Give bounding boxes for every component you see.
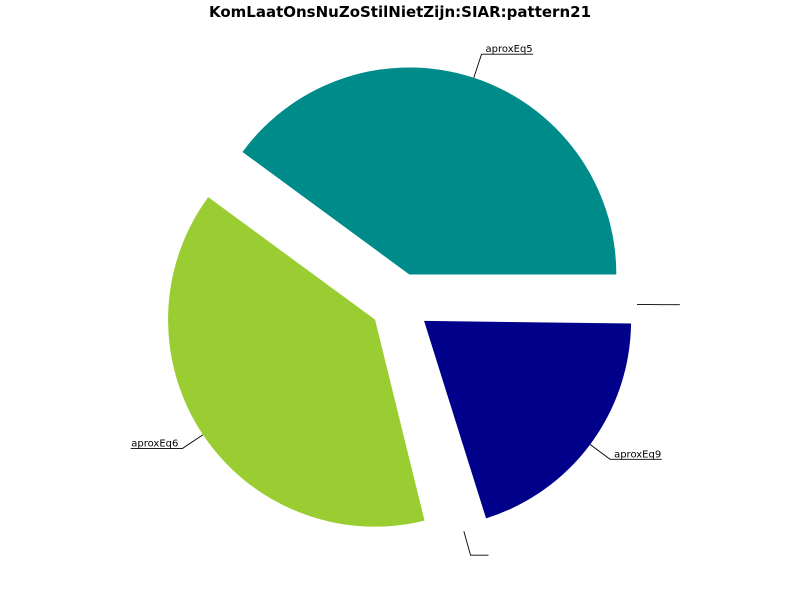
labels-layer: aproxEq5 aproxEq6 aproxEq9: [130, 44, 680, 556]
pie-slice-aproxEq6: [168, 197, 425, 527]
pie-slice-unlabeled-2: [408, 331, 471, 533]
leader-line-aproxEq6: [130, 434, 204, 450]
pie-slice-unlabeled-4: [429, 303, 637, 306]
chart-title: KomLaatOnsNuZoStilNietZijn:SIAR:pattern2…: [208, 3, 592, 21]
leader-line-aproxEq5: [473, 53, 534, 78]
slice-label-aproxEq6: aproxEq6: [131, 439, 178, 450]
slices-layer: [168, 67, 637, 533]
pie-slice-aproxEq9: [424, 320, 632, 519]
slice-label-aproxEq9: aproxEq9: [614, 449, 661, 460]
leader-line-unlabeled-2: [463, 531, 489, 556]
leader-line-aproxEq9: [589, 444, 662, 460]
pie-slice-aproxEq5: [242, 67, 617, 275]
slice-label-aproxEq5: aproxEq5: [486, 44, 533, 55]
